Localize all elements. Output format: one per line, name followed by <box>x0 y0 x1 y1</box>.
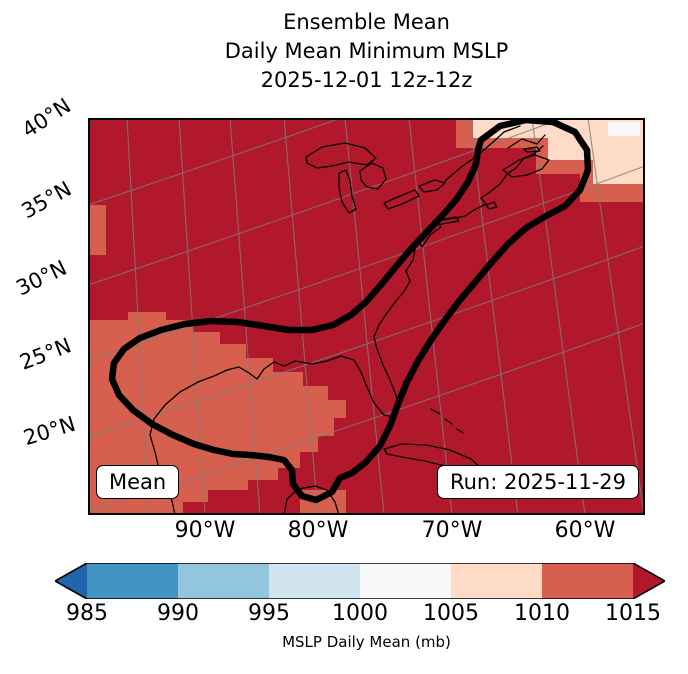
mean-label: Mean <box>109 470 167 494</box>
cbar-tick-990: 990 <box>157 601 199 626</box>
colorbar-band-995-1000 <box>269 563 360 599</box>
lake-michigan <box>338 169 357 214</box>
coastline-cape-cod <box>485 201 498 210</box>
colorbar <box>53 562 667 600</box>
colorbar-band-1005-1010 <box>451 563 542 599</box>
colorbar-band-985-990 <box>87 563 178 599</box>
cbar-tick-1005: 1005 <box>423 601 479 626</box>
title-line-3: 2025-12-01 12z-12z <box>260 68 473 92</box>
grid-parallel-35n <box>88 118 343 206</box>
field-mid-left-strip <box>88 205 106 255</box>
cbar-tick-995: 995 <box>248 601 290 626</box>
field-white-patch <box>608 122 640 136</box>
figure-title: Ensemble Mean Daily Mean Minimum MSLP 20… <box>88 8 645 95</box>
lon-tick-80w: 80°W <box>287 518 349 543</box>
graticule <box>88 118 645 515</box>
lat-tick-35n: 35°N <box>17 176 76 224</box>
grid-meridian-80w <box>283 118 319 515</box>
mean-label-box: Mean <box>96 465 180 499</box>
cbar-tick-985: 985 <box>66 601 108 626</box>
lon-tick-60w: 60°W <box>554 518 616 543</box>
lon-tick-70w: 70°W <box>421 518 483 543</box>
field-pink-northeast-region <box>473 118 645 184</box>
cbar-tick-1010: 1010 <box>514 601 570 626</box>
colorbar-band-1010-1015 <box>542 563 633 599</box>
lat-tick-20n: 20°N <box>20 411 79 451</box>
lat-tick-30n: 30°N <box>12 255 71 301</box>
coastline-prince-edward <box>523 146 541 153</box>
colorbar-svg <box>53 562 667 600</box>
coastline-new-brunswick <box>507 134 546 149</box>
lake-erie <box>383 189 420 210</box>
grid-meridian-65w <box>469 118 519 515</box>
coastline-nova-scotia <box>502 154 550 178</box>
title-line-2: Daily Mean Minimum MSLP <box>224 39 509 63</box>
run-label-box: Run: 2025-11-29 <box>436 465 639 499</box>
lon-tick-90w: 90°W <box>174 518 236 543</box>
grid-parallel-25n <box>88 165 645 361</box>
grid-parallel-20n <box>88 245 645 438</box>
colorbar-band-1000-1005 <box>360 563 451 599</box>
grid-meridian-55w <box>587 118 645 515</box>
grid-meridian-85w <box>229 118 261 515</box>
colorbar-over-arrow <box>633 563 665 599</box>
colorbar-under-arrow <box>55 563 87 599</box>
lake-huron <box>359 162 387 190</box>
cbar-tick-1015: 1015 <box>605 601 661 626</box>
run-label: Run: 2025-11-29 <box>449 470 626 494</box>
map-canvas: Mean Run: 2025-11-29 <box>88 118 645 515</box>
grid-meridian-95w <box>126 118 150 515</box>
map-svg <box>88 118 645 515</box>
coastline-bahamas <box>430 408 464 434</box>
colorbar-band-990-995 <box>178 563 269 599</box>
coastline-east-gulf <box>149 145 544 515</box>
lat-tick-40n: 40°N <box>17 93 76 143</box>
title-line-1: Ensemble Mean <box>283 10 450 34</box>
map-border <box>88 118 645 515</box>
lake-superior <box>305 142 377 169</box>
lat-tick-25n: 25°N <box>16 333 75 375</box>
lake-ontario <box>418 179 446 193</box>
coastline-yucatan <box>283 485 340 515</box>
ensemble-mean-contour <box>108 118 592 504</box>
st-lawrence-river <box>444 125 521 182</box>
field-mid-gulf-region <box>88 312 346 515</box>
grid-meridian-60w <box>531 118 586 515</box>
cbar-tick-1000: 1000 <box>332 601 388 626</box>
colorbar-axis-label: MSLP Daily Mean (mb) <box>282 633 451 651</box>
